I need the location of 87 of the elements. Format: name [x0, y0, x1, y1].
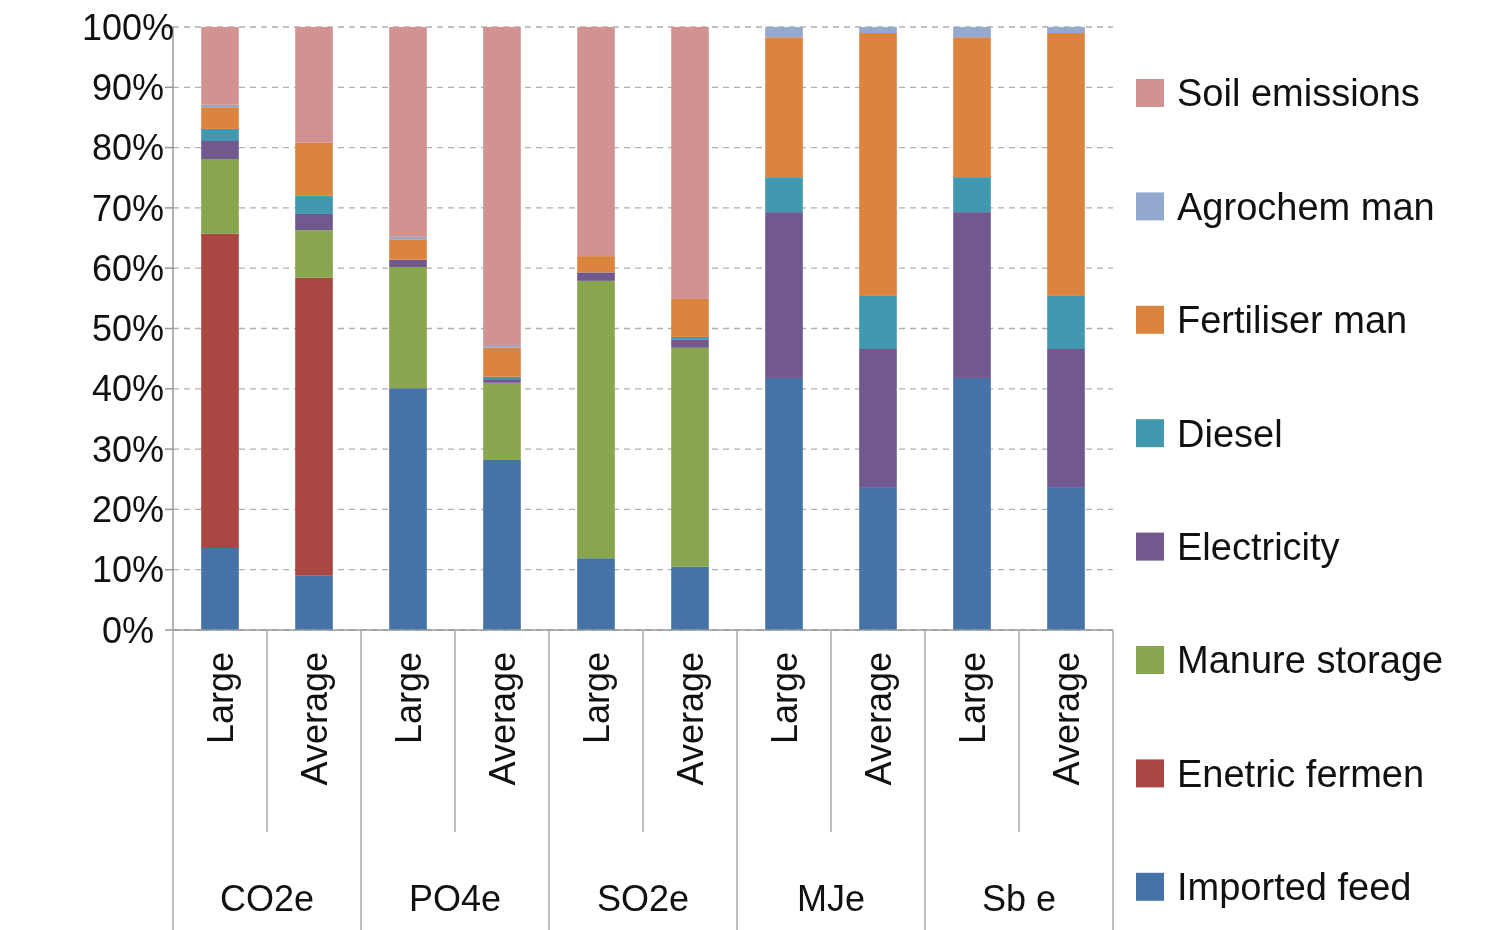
- bar: [671, 298, 709, 337]
- legend-label: Electricity: [1177, 525, 1340, 568]
- x-tick-label: Large: [387, 652, 429, 745]
- y-tick-label: 100%: [81, 6, 175, 48]
- bar: [295, 575, 333, 630]
- bar: [577, 272, 615, 281]
- bar: [295, 277, 333, 576]
- x-tick-label: Average: [293, 652, 335, 786]
- bar: [201, 547, 239, 630]
- bar: [953, 27, 991, 38]
- bar: [577, 280, 615, 559]
- bar: [953, 212, 991, 378]
- bar: [389, 239, 427, 260]
- bar: [1047, 349, 1085, 488]
- bar: [1047, 33, 1085, 296]
- x-tick-label: Average: [857, 652, 899, 786]
- bar: [671, 566, 709, 630]
- y-tick-label: 40%: [91, 368, 165, 410]
- y-tick-label: 10%: [91, 549, 165, 591]
- bar: [483, 382, 521, 460]
- bar: [859, 349, 897, 488]
- bar: [765, 177, 803, 213]
- bar: [577, 558, 615, 630]
- y-tick-label: 90%: [91, 66, 165, 108]
- bar: [295, 230, 333, 278]
- legend-label: Agrochem man: [1177, 185, 1435, 228]
- bar: [201, 159, 239, 234]
- bar: [765, 27, 803, 38]
- text: Sb e: [981, 877, 1057, 919]
- bar: [389, 388, 427, 630]
- x-tick-label: Average: [669, 652, 711, 786]
- text: CO2e: [219, 877, 315, 919]
- bar: [671, 27, 709, 299]
- x-tick-label: Large: [951, 652, 993, 745]
- y-tick-label: 0%: [101, 609, 155, 651]
- bar: [859, 295, 897, 349]
- legend-label: Imported feed: [1177, 866, 1412, 909]
- bar: [671, 347, 709, 567]
- x-tick-label: Large: [199, 652, 241, 745]
- legend-label: Enetric fermen: [1177, 752, 1425, 795]
- bar: [953, 377, 991, 630]
- bar: [483, 459, 521, 630]
- bar: [483, 347, 521, 377]
- y-tick-label: 60%: [91, 247, 165, 289]
- bar: [765, 37, 803, 178]
- bar: [1047, 27, 1085, 34]
- bar: [295, 195, 333, 214]
- bar: [577, 256, 615, 273]
- y-tick-label: 70%: [91, 187, 165, 229]
- x-tick-label: Large: [575, 652, 617, 745]
- bar: [1047, 487, 1085, 630]
- x-tick-label: Average: [1045, 652, 1087, 786]
- bar: [201, 128, 239, 141]
- bar: [859, 33, 897, 296]
- bar: [201, 27, 239, 105]
- bar: [201, 140, 239, 160]
- legend-label: Manure storage: [1177, 639, 1444, 682]
- bar: [483, 27, 521, 346]
- bar: [953, 37, 991, 178]
- bar: [765, 377, 803, 630]
- bar: [1047, 295, 1085, 349]
- x-tick-label: Large: [763, 652, 805, 745]
- bar: [859, 487, 897, 630]
- legend-label: Fertiliser man: [1177, 299, 1408, 342]
- text: MJe: [796, 877, 866, 919]
- y-tick-label: 30%: [91, 428, 165, 470]
- bar: [389, 27, 427, 237]
- bar: [953, 177, 991, 213]
- text: SO2e: [596, 877, 690, 919]
- bar: [765, 212, 803, 378]
- bar: [577, 27, 615, 257]
- legend-label: Diesel: [1177, 412, 1283, 455]
- x-tick-label: Average: [481, 652, 523, 786]
- bar: [389, 259, 427, 267]
- bar: [295, 27, 333, 143]
- y-tick-label: 50%: [91, 308, 165, 350]
- bar: [859, 27, 897, 34]
- y-tick-label: 20%: [91, 489, 165, 530]
- bar: [389, 266, 427, 389]
- text: PO4e: [408, 877, 502, 919]
- bar: [201, 107, 239, 129]
- legend-label: Soil emissions: [1177, 72, 1420, 115]
- bar: [295, 142, 333, 196]
- y-tick-label: 80%: [91, 127, 165, 169]
- bar: [295, 213, 333, 231]
- bar: [201, 233, 239, 548]
- bar: [671, 339, 709, 348]
